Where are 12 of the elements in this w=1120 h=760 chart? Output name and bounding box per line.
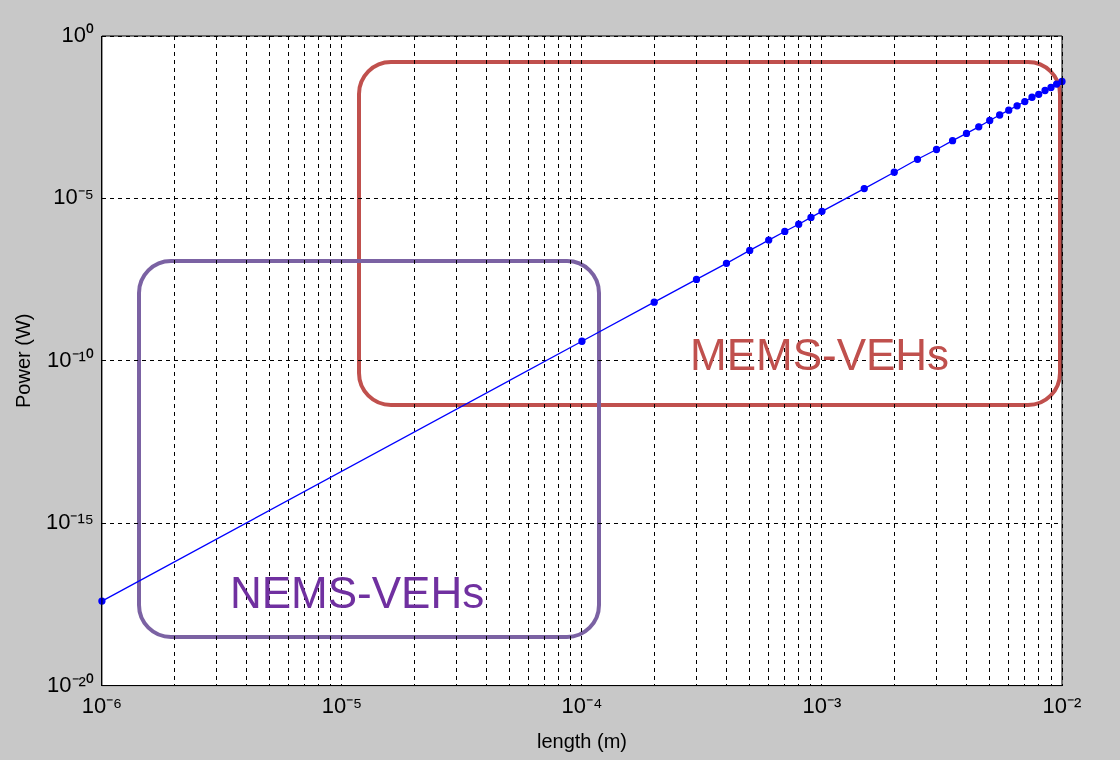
- annotation: MEMS-VEHs: [690, 330, 950, 380]
- y-tick-label: 10⁻⁵: [53, 184, 94, 210]
- y-tick-label: 10⁰: [61, 22, 94, 48]
- x-tick-label: 10⁻³: [802, 692, 842, 718]
- x-axis-title: length (m): [536, 729, 627, 752]
- x-tick-label: 10⁻⁵: [321, 692, 363, 718]
- annotation: NEMS-VEHs: [230, 568, 485, 618]
- x-tick-label: 10⁻⁴: [561, 692, 603, 718]
- y-tick-label: 10⁻¹⁰: [47, 346, 94, 372]
- x-tick-label: 10⁻²: [1042, 692, 1082, 718]
- y-tick-label: 10⁻¹⁵: [46, 509, 94, 535]
- y-axis-title: Power (W): [11, 313, 34, 409]
